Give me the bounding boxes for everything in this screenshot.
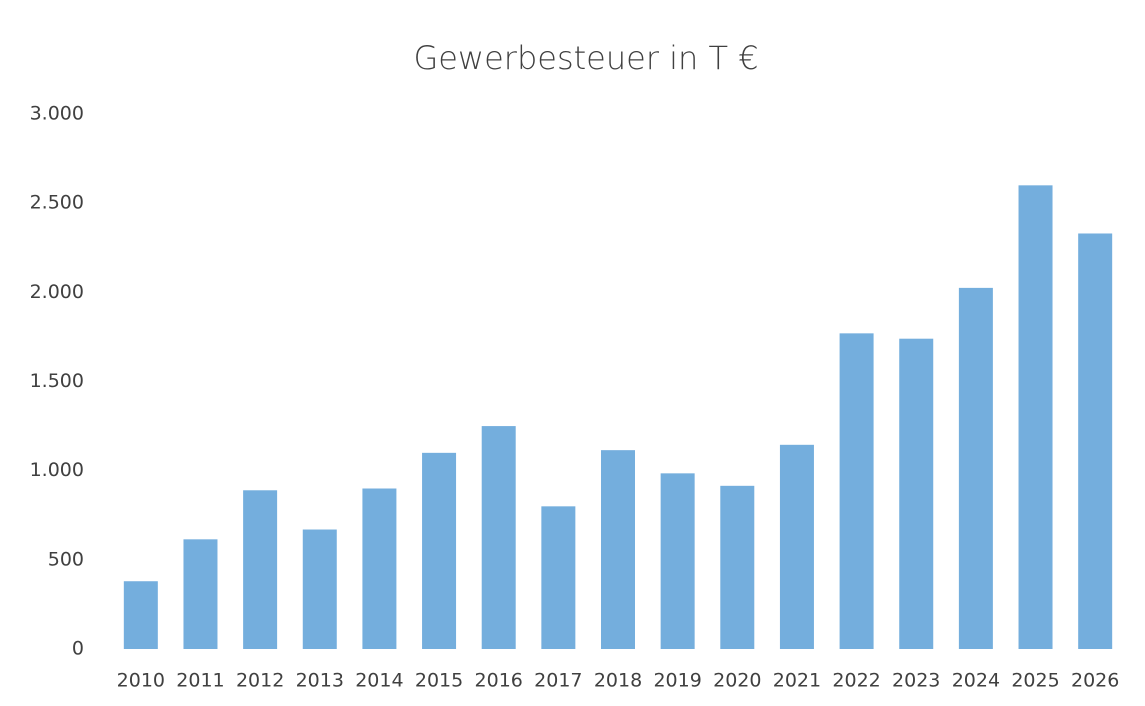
bar <box>601 450 635 649</box>
bar <box>1018 185 1053 650</box>
bar <box>302 529 337 649</box>
y-tick-label: 3.000 <box>30 103 84 125</box>
bar <box>243 490 278 649</box>
bar <box>1078 233 1113 649</box>
x-tick-label: 2015 <box>415 670 463 692</box>
bar <box>123 581 158 649</box>
x-tick-label: 2016 <box>475 670 523 692</box>
x-tick-label: 2012 <box>236 670 284 692</box>
bar <box>541 506 576 649</box>
x-tick-label: 2011 <box>176 670 224 692</box>
bar <box>422 452 457 649</box>
bar <box>839 333 874 649</box>
bar <box>362 488 397 649</box>
y-tick-label: 1.000 <box>30 459 84 481</box>
x-tick-label: 2022 <box>832 670 880 692</box>
x-tick-label: 2020 <box>713 670 761 692</box>
bar <box>899 338 934 649</box>
x-tick-label: 2026 <box>1071 670 1119 692</box>
x-tick-label: 2021 <box>773 670 821 692</box>
bar <box>720 485 755 649</box>
y-tick-label: 500 <box>48 548 84 570</box>
x-tick-label: 2025 <box>1011 670 1059 692</box>
x-tick-label: 2010 <box>117 670 165 692</box>
x-tick-label: 2013 <box>296 670 344 692</box>
bar <box>660 473 695 649</box>
x-tick-label: 2017 <box>534 670 582 692</box>
chart-title: Gewerbesteuer in T € <box>413 39 758 77</box>
bar <box>481 426 516 649</box>
x-tick-label: 2018 <box>594 670 642 692</box>
x-tick-label: 2019 <box>653 670 701 692</box>
bar <box>779 444 814 649</box>
y-tick-label: 0 <box>72 638 84 660</box>
bar <box>958 287 993 649</box>
x-tick-label: 2014 <box>355 670 403 692</box>
x-tick-label: 2024 <box>952 670 1000 692</box>
y-tick-label: 2.500 <box>30 192 84 214</box>
bar <box>183 539 218 649</box>
x-tick-label: 2023 <box>892 670 940 692</box>
y-tick-label: 1.500 <box>30 370 84 392</box>
y-tick-label: 2.000 <box>30 281 84 303</box>
